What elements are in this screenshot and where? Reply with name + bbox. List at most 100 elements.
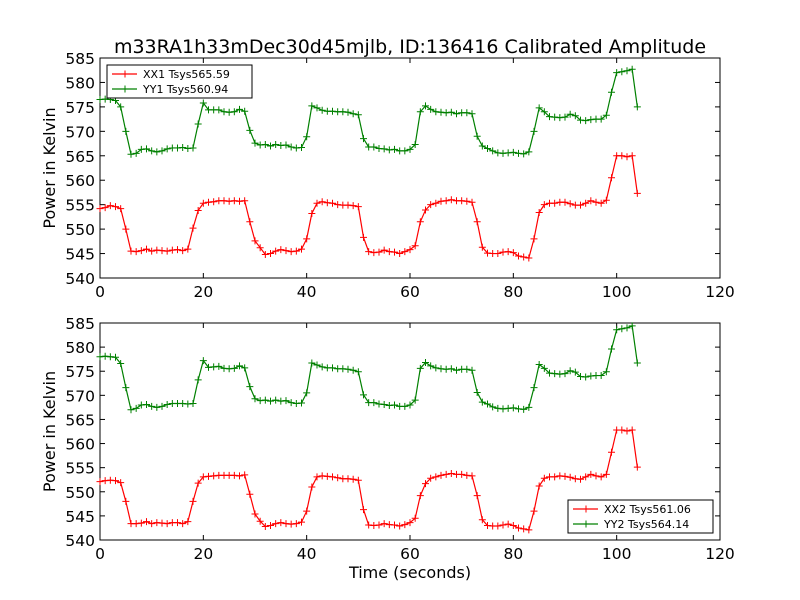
data-point [411,141,419,149]
data-point [618,426,626,434]
data-point [96,205,104,213]
legend-frame [567,499,714,534]
data-point [143,145,150,153]
data-point [174,246,181,254]
data-point [613,69,621,77]
data-point [267,250,274,258]
data-point [313,473,321,481]
data-point [509,404,517,412]
data-point [277,519,285,527]
data-point [577,475,584,483]
data-point [561,113,569,121]
legend: XX2 Tsys561.06 YY2 Tsys564.14 [567,499,714,534]
data-point [571,112,579,120]
data-point [432,473,440,481]
data-point [406,519,414,527]
data-point [267,522,274,530]
data-point [608,174,615,182]
series-2 [96,322,641,414]
data-point [520,405,528,413]
data-point [189,224,197,232]
data-point [628,152,636,160]
data-point [478,398,486,406]
data-point [292,520,300,528]
data-point [246,126,254,134]
data-point [349,202,357,210]
data-point [478,142,486,150]
data-point [602,111,610,119]
data-point [422,480,429,488]
data-point [117,479,125,487]
data-point [504,520,512,528]
data-point [473,132,481,140]
data-point [329,364,336,372]
data-point [127,406,135,414]
data-point [261,141,269,149]
data-point [153,148,161,156]
data-point [520,253,528,261]
data-point [132,248,140,256]
series-2 [96,65,641,158]
x-tick-label: 80 [503,283,523,301]
data-point [329,473,336,481]
data-point [298,399,305,407]
data-point [463,365,471,373]
data-point [633,463,641,471]
data-point [122,384,130,392]
data-point [602,470,610,478]
data-point [453,366,460,374]
data-point [256,244,264,252]
data-point [597,372,605,380]
data-point [427,105,435,113]
data-point [148,520,156,528]
data-point [463,109,471,117]
data-point [179,247,187,255]
data-point [199,99,207,107]
data-point [251,395,259,403]
data-point [117,103,125,111]
data-point [582,117,590,125]
x-tick-label: 120 [705,545,735,563]
data-point [623,67,631,75]
data-point [194,207,202,215]
data-point [163,247,171,255]
data-point [566,367,574,375]
data-point [458,470,466,478]
data-point [540,474,548,482]
data-point [520,150,528,158]
data-point [422,359,429,367]
legend-label: XX2 Tsys561.06 [604,503,691,516]
data-point [406,246,414,254]
data-point [633,103,641,111]
data-point [199,199,207,207]
data-point [313,104,321,112]
x-tick-label: 100 [602,545,632,563]
data-point [308,209,316,217]
data-point [468,366,476,374]
data-point [396,250,404,258]
data-point [499,521,507,529]
data-point [468,472,476,480]
data-point [484,144,491,152]
series-1 [96,152,641,262]
data-point [447,196,455,204]
data-point [132,149,140,157]
data-point [174,519,181,527]
data-point [608,88,615,96]
data-point [597,199,605,207]
data-point [194,376,202,384]
data-point [561,472,569,480]
data-point [416,364,424,372]
x-tick-label: 100 [602,283,632,301]
data-point [602,368,610,376]
legend-label: YY2 Tsys564.14 [603,518,689,531]
data-point [530,127,538,135]
data-point [360,135,367,143]
data-point [509,522,517,530]
data-point [184,518,192,526]
data-point [246,218,254,226]
y-tick-label: 580 [65,339,95,357]
data-point [292,247,300,255]
legend-marker [582,520,590,528]
y-tick-label: 545 [65,246,95,264]
